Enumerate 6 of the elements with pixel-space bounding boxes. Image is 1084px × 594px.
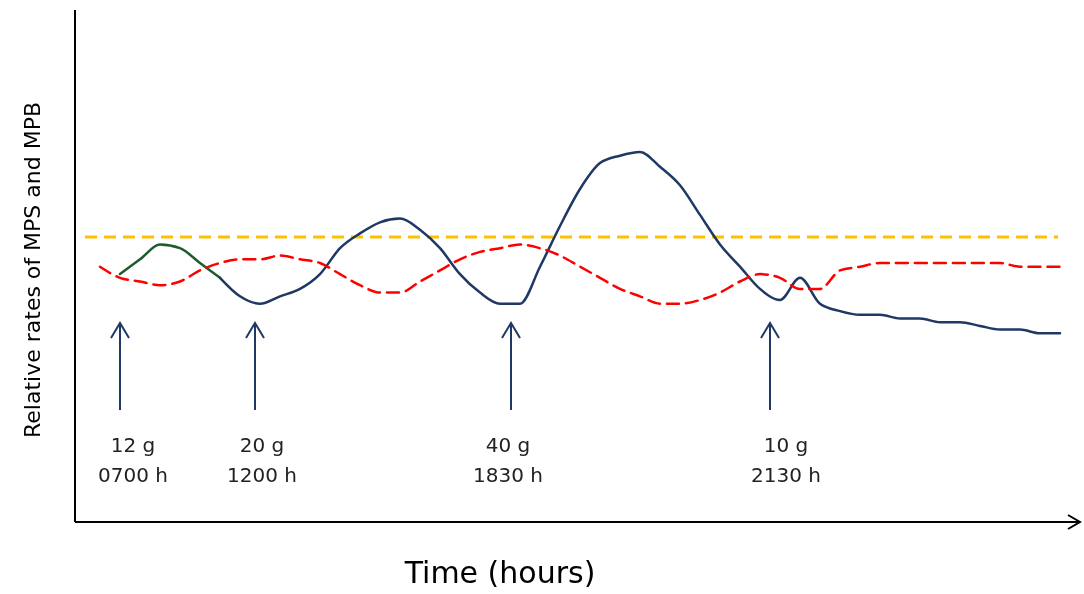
y-axis-title: Relative rates of MPS and MPB bbox=[20, 102, 45, 438]
annotation: 10 g 2130 h bbox=[751, 433, 821, 487]
annotation: 20 g 1200 h bbox=[227, 433, 297, 487]
x-axis-title: Time (hours) bbox=[403, 555, 596, 590]
annotation: 40 g 1830 h bbox=[473, 433, 543, 487]
annotation: 12 g 0700 h bbox=[98, 433, 168, 487]
